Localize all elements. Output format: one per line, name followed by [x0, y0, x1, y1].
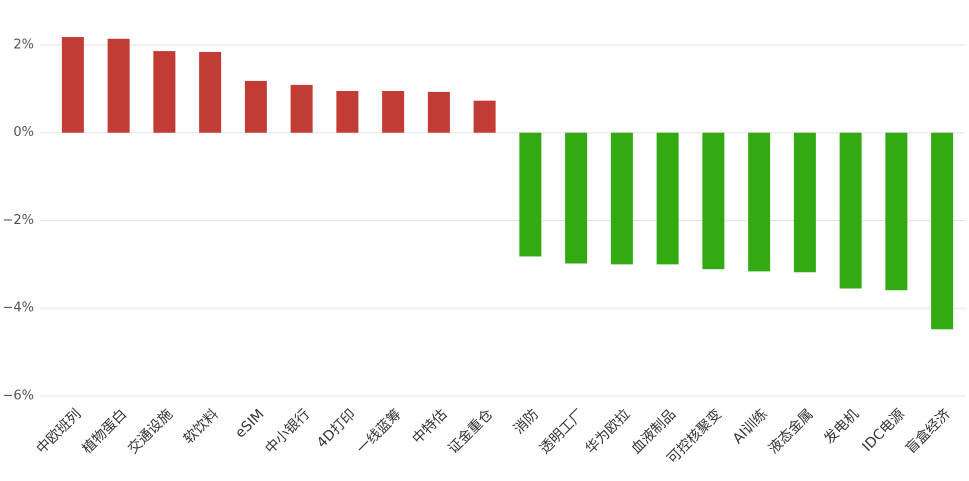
x-tick-label: 交通设施: [124, 406, 176, 458]
bar: [519, 132, 542, 257]
bar: [656, 132, 679, 265]
y-tick-label: 2%: [13, 37, 34, 52]
x-tick-label: 中欧班列: [34, 406, 85, 457]
bar: [153, 51, 176, 133]
x-tick-label: 发电机: [821, 406, 862, 447]
bar: [748, 132, 771, 272]
x-tick-label: 中小银行: [262, 406, 313, 457]
y-tick-label: −4%: [2, 301, 34, 316]
x-tick-label: 透明工厂: [537, 406, 588, 457]
x-tick-label: eSIM: [232, 406, 267, 441]
bar: [427, 91, 450, 133]
bar: [199, 51, 222, 133]
bar: [702, 132, 725, 270]
x-tick-label: AI训练: [730, 406, 771, 447]
y-tick-label: 0%: [13, 125, 34, 140]
bar: [793, 132, 816, 273]
y-tick-label: −2%: [2, 213, 34, 228]
x-tick-label: 4D打印: [313, 406, 359, 452]
bar: [382, 91, 405, 133]
bar: [610, 132, 633, 265]
y-tick-label: −6%: [2, 389, 34, 404]
bar: [107, 38, 130, 133]
x-tick-label: 消防: [511, 406, 542, 437]
bar: [336, 91, 359, 133]
x-tick-label: 一线蓝筹: [353, 406, 405, 458]
bar: [244, 80, 267, 133]
bar: [839, 132, 862, 289]
x-tick-label: 植物蛋白: [79, 406, 130, 457]
bar: [931, 132, 954, 330]
bar: [290, 84, 313, 133]
bar: [473, 100, 496, 133]
x-tick-label: 中特估: [410, 406, 451, 447]
x-tick-label: 盲盒经济: [902, 406, 954, 458]
x-tick-label: 华为欧拉: [583, 406, 634, 457]
x-tick-label: 证金重仓: [445, 406, 496, 457]
x-tick-label: 软饮料: [181, 406, 222, 447]
x-tick-label: IDC电源: [859, 406, 908, 455]
bar: [61, 37, 84, 133]
bar: [885, 132, 908, 291]
bar: [565, 132, 588, 264]
x-tick-label: 液态金属: [766, 406, 817, 457]
